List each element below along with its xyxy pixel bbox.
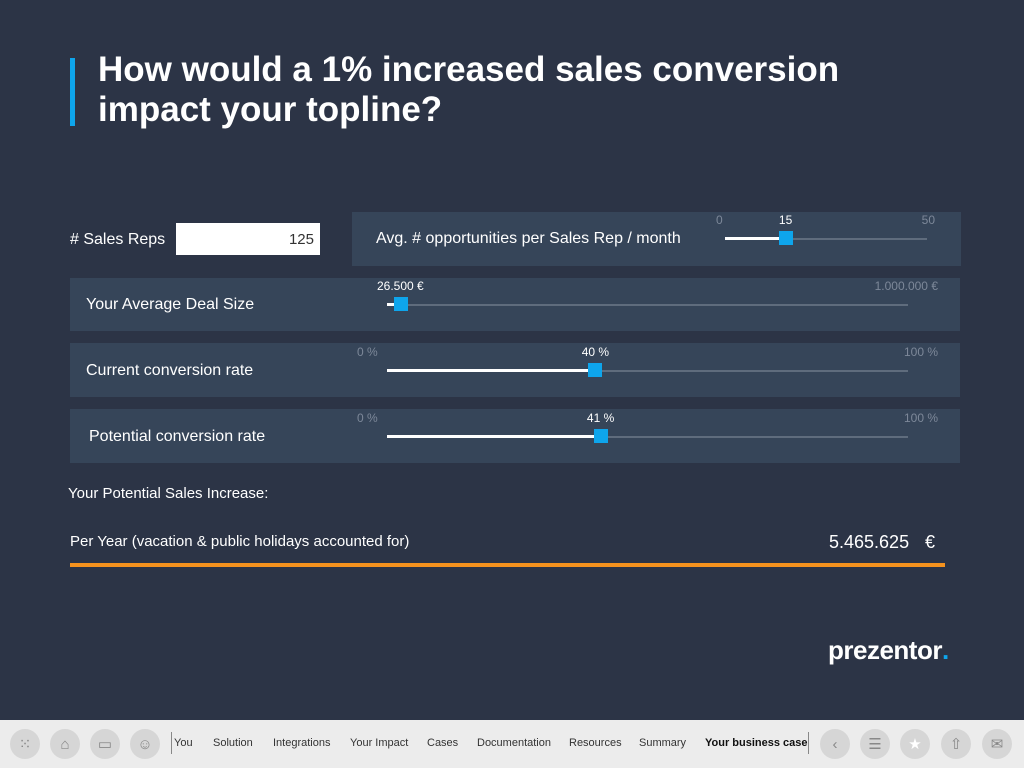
opportunities-slider[interactable]: 0 50 15	[716, 213, 935, 249]
mail-icon[interactable]: ✉	[982, 729, 1012, 759]
bottom-navigation-bar: ⁙ ⌂ ▭ ☺ You Solution Integrations Your I…	[0, 720, 1024, 768]
nav-item-solution[interactable]: Solution	[213, 737, 253, 749]
slider-value-label: 40 %	[581, 345, 610, 359]
slider-max-label: 100 %	[903, 411, 938, 425]
nav-item-cases[interactable]: Cases	[427, 737, 459, 749]
slider-thumb[interactable]	[588, 363, 603, 377]
nav-item-summary[interactable]: Summary	[639, 737, 687, 749]
share-icon[interactable]: ⇧	[941, 729, 971, 759]
current-rate-slider[interactable]: 0 % 100 % 40 %	[357, 345, 938, 381]
page-title: How would a 1% increased sales conversio…	[98, 50, 840, 129]
nav-item-your-impact[interactable]: Your Impact	[350, 737, 409, 749]
sales-reps-label: # Sales Reps	[70, 231, 166, 248]
slider-max-label: 100 %	[903, 345, 938, 359]
slider-thumb[interactable]	[393, 297, 408, 311]
slider-value-label: 26.500 €	[377, 279, 424, 293]
title-accent-bar	[70, 58, 75, 126]
deal-size-label: Your Average Deal Size	[86, 296, 255, 313]
prezentor-logo: prezentor.	[828, 635, 949, 665]
star-icon[interactable]: ★	[900, 729, 930, 759]
slider-min-label: 0	[716, 213, 723, 227]
sales-reps-input[interactable]	[176, 223, 320, 255]
result-row-label: Per Year (vacation & public holidays acc…	[70, 533, 410, 550]
slider-thumb[interactable]	[778, 231, 793, 245]
result-heading: Your Potential Sales Increase:	[68, 485, 269, 502]
folder-icon[interactable]: ▭	[90, 729, 120, 759]
outline-icon[interactable]: ☰	[860, 729, 890, 759]
apps-grid-icon[interactable]: ⁙	[10, 729, 40, 759]
opportunities-label: Avg. # opportunities per Sales Rep / mon…	[376, 230, 681, 247]
result-value: 5.465.625	[829, 532, 910, 552]
home-icon[interactable]: ⌂	[50, 729, 80, 759]
potential-rate-label: Potential conversion rate	[89, 428, 266, 445]
result-underline	[70, 563, 945, 567]
result-currency: €	[925, 532, 936, 552]
nav-item-documentation[interactable]: Documentation	[477, 737, 551, 749]
slider-max-label: 50	[921, 213, 935, 227]
current-rate-label: Current conversion rate	[86, 362, 254, 379]
potential-rate-slider[interactable]: 0 % 100 % 41 %	[357, 411, 938, 447]
slider-value-label: 15	[778, 213, 793, 227]
nav-item-your-business-case[interactable]: Your business case	[705, 737, 808, 749]
slider-min-label: 0 %	[357, 345, 378, 359]
nav-item-resources[interactable]: Resources	[569, 737, 622, 749]
deal-size-slider[interactable]: 1.000.000 € 26.500 €	[377, 279, 938, 315]
nav-divider	[808, 732, 809, 754]
slider-min-label: 0 %	[357, 411, 378, 425]
nav-item-integrations[interactable]: Integrations	[273, 737, 331, 749]
nav-item-you[interactable]: You	[174, 737, 193, 749]
back-icon[interactable]: ‹	[820, 729, 850, 759]
people-icon[interactable]: ☺	[130, 729, 160, 759]
slider-max-label: 1.000.000 €	[874, 279, 938, 293]
nav-divider	[171, 732, 172, 754]
slider-value-label: 41 %	[586, 411, 615, 425]
slider-thumb[interactable]	[593, 429, 608, 443]
